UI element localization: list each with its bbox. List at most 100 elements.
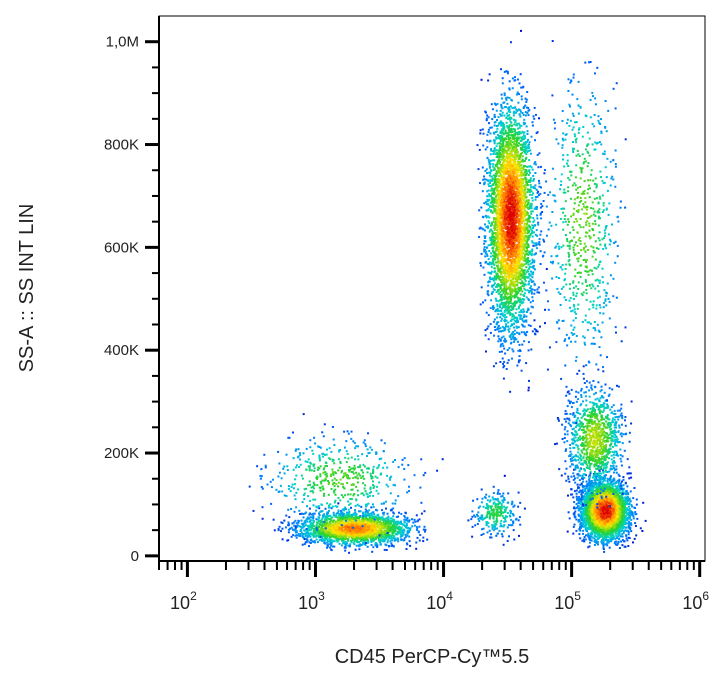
data-point (323, 538, 326, 541)
data-point (381, 530, 384, 533)
data-point (530, 305, 533, 308)
data-point (374, 537, 377, 540)
data-point (494, 242, 497, 245)
data-point (328, 447, 331, 450)
data-point (347, 538, 350, 540)
data-point (325, 530, 328, 533)
data-point (347, 469, 350, 471)
data-point (381, 535, 384, 538)
data-point (306, 529, 309, 532)
data-point (376, 522, 379, 525)
data-point (324, 465, 327, 468)
data-point (294, 519, 297, 522)
data-point (476, 144, 479, 147)
data-point (509, 292, 512, 295)
data-point (485, 209, 488, 212)
data-point (361, 519, 364, 522)
data-point (323, 540, 326, 543)
data-point (329, 536, 332, 539)
data-point (418, 518, 421, 521)
data-point (315, 538, 318, 541)
data-point (297, 532, 300, 535)
data-point (509, 325, 512, 328)
data-point (298, 509, 301, 512)
data-point (379, 518, 382, 521)
data-point (406, 516, 409, 519)
data-point (297, 448, 300, 451)
data-point (310, 513, 313, 516)
data-point (404, 516, 407, 519)
data-point (318, 535, 321, 538)
data-point (523, 131, 526, 134)
data-point (375, 453, 378, 455)
data-point (370, 474, 372, 477)
data-point (364, 508, 367, 511)
data-point (347, 539, 349, 542)
data-point (406, 524, 408, 527)
data-point (376, 509, 379, 512)
data-point (340, 527, 343, 530)
data-point (518, 93, 520, 96)
data-point (383, 442, 386, 445)
data-point (328, 509, 330, 512)
data-point (316, 534, 319, 537)
data-point (508, 124, 511, 127)
data-point (500, 281, 503, 283)
data-point (322, 468, 325, 471)
data-point (521, 298, 524, 301)
data-point (392, 512, 395, 515)
data-point (331, 468, 334, 471)
data-point (384, 518, 387, 521)
data-point (508, 106, 511, 109)
data-point (403, 457, 406, 460)
data-point (492, 257, 495, 260)
data-point (537, 221, 540, 224)
data-point (376, 467, 379, 470)
data-point (343, 475, 345, 477)
data-point (390, 522, 393, 525)
data-point (306, 520, 309, 523)
data-point (370, 514, 373, 517)
data-point (278, 471, 281, 474)
data-point (335, 528, 337, 531)
data-point (320, 520, 323, 523)
data-point (520, 125, 523, 127)
data-point (339, 524, 342, 527)
data-point (314, 535, 317, 538)
data-point (324, 519, 327, 522)
data-point (323, 533, 326, 536)
data-point (366, 532, 368, 535)
data-point (361, 531, 364, 534)
data-point (321, 510, 324, 513)
data-point (374, 536, 377, 539)
data-point (349, 519, 352, 522)
data-point (358, 545, 361, 547)
data-point (354, 517, 357, 520)
data-point (501, 357, 504, 360)
data-point (496, 209, 499, 212)
data-point (504, 183, 507, 185)
data-point (535, 113, 537, 116)
data-point (303, 498, 306, 501)
data-point (286, 469, 289, 471)
data-point (347, 500, 350, 503)
data-point (528, 220, 531, 223)
data-point (340, 494, 343, 497)
data-point (496, 290, 499, 293)
data-point (353, 441, 356, 444)
data-point (339, 533, 342, 536)
data-point (309, 529, 312, 532)
data-point (524, 213, 527, 216)
data-point (393, 537, 396, 540)
data-point (411, 525, 414, 528)
data-point (305, 532, 308, 535)
data-point (512, 270, 515, 273)
data-point (522, 229, 524, 232)
data-point (304, 533, 307, 535)
data-point (328, 518, 331, 521)
data-point (336, 531, 339, 534)
data-point (374, 544, 377, 547)
data-point (483, 240, 486, 242)
data-point (531, 250, 534, 253)
data-point (366, 467, 369, 470)
